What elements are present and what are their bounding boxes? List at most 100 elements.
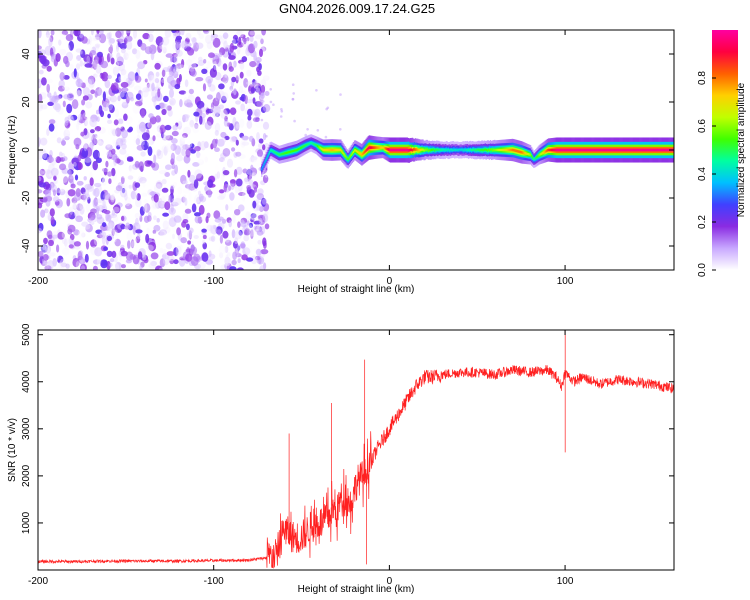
- ridge-cell: [452, 149, 455, 152]
- noise-blob: [140, 124, 146, 133]
- noise-blob: [246, 81, 253, 86]
- noise-blob: [92, 188, 97, 196]
- noise-blob: [121, 143, 127, 150]
- noise-blob: [135, 49, 141, 60]
- noise-blob: [201, 228, 207, 233]
- noise-blob: [75, 188, 81, 197]
- noise-blob: [182, 219, 189, 224]
- noise-blob: [229, 266, 237, 270]
- ridge-cell: [645, 148, 648, 152]
- noise-blob: [194, 146, 201, 152]
- noise-blob: [228, 219, 232, 228]
- noise-blob: [49, 208, 55, 217]
- noise-blob: [59, 33, 67, 40]
- ridge-cell: [322, 148, 324, 151]
- ridge-cell: [364, 150, 366, 153]
- ridge-cell: [598, 148, 600, 152]
- ridge-cell: [612, 148, 614, 152]
- ridge-cell: [366, 148, 368, 151]
- noise-blob: [162, 248, 167, 256]
- noise-blob: [158, 267, 167, 270]
- noise-blob: [65, 60, 70, 68]
- noise-blob: [73, 229, 80, 236]
- noise-blob: [180, 30, 185, 36]
- ridge-cell: [461, 148, 463, 151]
- noise-blob: [163, 146, 168, 156]
- noise-blob: [248, 189, 255, 198]
- noise-blob: [250, 155, 255, 163]
- noise-blob: [108, 36, 112, 46]
- noise-blob: [86, 55, 91, 63]
- noise-blob: [187, 169, 191, 178]
- ridge-cell: [588, 148, 591, 152]
- noise-blob: [64, 116, 70, 124]
- ridge-cell: [328, 148, 330, 152]
- noise-blob: [185, 32, 192, 40]
- noise-blob: [102, 199, 106, 209]
- ridge-cell: [569, 148, 572, 152]
- noise-blob: [145, 99, 150, 110]
- colorbar-tick-label: 0.8: [697, 71, 708, 85]
- noise-blob: [147, 146, 153, 157]
- ridge-cell: [292, 149, 295, 153]
- noise-blob: [222, 32, 229, 39]
- noise-blob: [250, 229, 254, 240]
- noise-blob: [260, 84, 266, 94]
- noise-blob: [293, 119, 296, 123]
- ridge-cell: [262, 166, 264, 168]
- noise-blob: [42, 254, 49, 261]
- noise-blob: [128, 165, 133, 172]
- noise-blob: [109, 258, 115, 263]
- noise-blob: [165, 135, 174, 141]
- noise-blob: [209, 132, 214, 137]
- noise-blob: [113, 233, 117, 243]
- ridge-cell: [638, 148, 640, 152]
- noise-blob: [198, 193, 204, 202]
- noise-blob: [72, 257, 80, 268]
- noise-blob: [193, 87, 201, 94]
- noise-blob: [217, 195, 225, 200]
- noise-blob: [47, 101, 54, 107]
- ridge-cell: [352, 150, 355, 154]
- ridge-cell: [571, 148, 573, 152]
- noise-blob: [111, 228, 115, 237]
- noise-blob: [188, 191, 192, 201]
- ridge-cell: [577, 148, 579, 152]
- noise-blob: [159, 127, 164, 134]
- noise-blob: [145, 233, 150, 244]
- noise-blob: [61, 231, 66, 239]
- noise-blob: [256, 132, 260, 141]
- noise-blob: [134, 191, 138, 201]
- noise-blob: [103, 246, 108, 251]
- noise-blob: [121, 264, 126, 269]
- noise-blob: [198, 261, 206, 270]
- noise-blob: [212, 37, 221, 48]
- noise-blob: [38, 169, 44, 176]
- noise-blob: [114, 238, 121, 247]
- noise-blob: [59, 48, 67, 56]
- ridge-cell: [508, 148, 511, 152]
- ridge-cell: [451, 149, 454, 152]
- noise-blob: [128, 184, 133, 189]
- noise-blob: [96, 198, 104, 204]
- ridge-cell: [607, 148, 610, 152]
- noise-blob: [79, 258, 86, 265]
- noise-blob: [50, 216, 55, 225]
- ridge-cell: [525, 152, 528, 155]
- ridge-cell: [532, 156, 534, 159]
- noise-blob: [153, 215, 157, 221]
- ridge-cell: [595, 148, 597, 152]
- ridge-cell: [529, 153, 532, 156]
- noise-blob: [46, 246, 50, 257]
- noise-blob: [50, 30, 55, 36]
- noise-blob: [160, 195, 166, 205]
- noise-blob: [174, 83, 181, 90]
- ridge-cell: [365, 149, 367, 152]
- noise-blob: [83, 119, 88, 127]
- ridge-cell: [539, 153, 541, 156]
- ridge-cell: [558, 148, 560, 152]
- noise-blob: [44, 51, 52, 56]
- noise-blob: [103, 226, 110, 231]
- ridge-cell: [520, 150, 522, 154]
- noise-blob: [103, 192, 111, 201]
